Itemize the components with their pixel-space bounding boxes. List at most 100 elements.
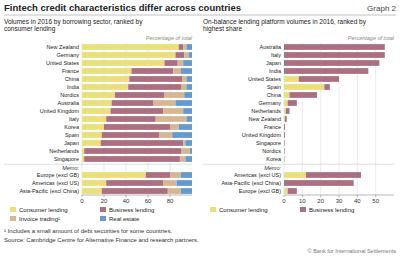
category-label: New Zealand — [249, 116, 281, 122]
x-axis — [82, 195, 192, 196]
bar — [82, 68, 132, 74]
copyright: © Bank for International Settlements — [308, 248, 397, 254]
source: Source: Cambridge Centre for Alternative… — [4, 237, 199, 243]
category-label: New Zealand — [47, 44, 79, 50]
bar — [82, 132, 102, 138]
category-label: Americas (excl US) — [234, 172, 281, 178]
category-label: Japan — [64, 140, 79, 146]
category-label: Asia-Pacific (excl China) — [221, 180, 281, 186]
x-tick-label: 40 — [123, 198, 130, 204]
bar — [178, 60, 184, 66]
category-label: Nordics — [60, 92, 79, 98]
legend-swatch — [100, 216, 106, 221]
x-tick — [375, 195, 376, 197]
category-label: Americas (excl US) — [32, 180, 79, 186]
bar — [183, 44, 186, 50]
bar — [111, 108, 164, 114]
bar — [183, 140, 185, 146]
memo-label: Memo: — [62, 165, 79, 171]
bar — [184, 52, 188, 58]
x-tick — [339, 195, 340, 197]
bar — [179, 124, 192, 130]
bar — [189, 52, 192, 58]
bar — [82, 84, 128, 90]
category-label: United States — [248, 76, 281, 82]
category-label: Singapore — [256, 140, 281, 146]
bar — [82, 52, 176, 58]
bar — [184, 92, 192, 98]
bar — [82, 172, 146, 178]
bar — [286, 108, 290, 114]
category-label: Korea — [266, 156, 282, 162]
category-label: Netherlands — [251, 108, 281, 114]
x-tick — [104, 195, 105, 197]
bar — [284, 60, 379, 66]
bar — [177, 180, 192, 186]
bar — [82, 148, 84, 154]
bar — [284, 188, 288, 194]
bar — [165, 92, 185, 98]
bar — [163, 108, 183, 114]
bar — [284, 140, 285, 146]
x-tick-label: 80 — [167, 198, 174, 204]
bar — [183, 60, 192, 66]
category-label: United States — [46, 60, 79, 66]
bar — [284, 132, 285, 138]
memo-label: Memo: — [264, 165, 281, 171]
bar — [82, 116, 106, 122]
bar — [168, 188, 181, 194]
bar — [180, 156, 186, 162]
bar — [284, 132, 285, 138]
bar — [181, 172, 192, 178]
subtitle: highest share — [203, 25, 242, 33]
category-label: United Kingdom — [242, 132, 282, 138]
bars — [82, 44, 192, 194]
bar — [284, 156, 285, 162]
bar — [187, 76, 193, 82]
category-label: Europe (excl GB) — [239, 188, 281, 194]
legend-label: Consumer lending — [219, 207, 268, 213]
bar — [173, 68, 181, 74]
legend-swatch — [10, 216, 16, 221]
bar — [82, 100, 112, 106]
bar — [165, 60, 178, 66]
panel: On-balance lending platform volumes in 2… — [203, 18, 395, 213]
category-label: Germany — [258, 100, 281, 106]
bar — [132, 68, 174, 74]
bar — [181, 188, 192, 194]
bar — [104, 124, 170, 130]
bar — [284, 92, 290, 98]
bar — [284, 148, 285, 154]
memo-separator — [203, 164, 394, 165]
category-label: Europe (excl GB) — [37, 172, 79, 178]
bar — [187, 116, 193, 122]
bar — [112, 100, 154, 106]
bar — [285, 116, 287, 122]
bar — [154, 100, 176, 106]
x-tick-label: 40 — [354, 198, 361, 204]
x-tick — [148, 195, 149, 197]
chart: Fintech credit characteristics differ ac… — [0, 0, 400, 259]
category-label: Netherlands — [49, 148, 79, 154]
category-label: India — [67, 84, 80, 90]
bar — [176, 52, 185, 58]
legend-label: Real estate — [109, 216, 140, 222]
memo-separator — [4, 164, 192, 165]
bar — [170, 172, 181, 178]
x-tick — [320, 195, 321, 197]
bar — [128, 84, 181, 90]
legend-label: Business lending — [309, 207, 354, 213]
bar — [163, 180, 176, 186]
panel: Volumes in 2016 by borrowing sector, ran… — [4, 18, 193, 222]
bar — [172, 132, 192, 138]
unit-label: Percentage of total — [348, 35, 395, 41]
bar — [102, 132, 159, 138]
x-tick-label: 20 — [101, 198, 108, 204]
bar — [115, 92, 165, 98]
bar — [284, 76, 299, 82]
bar — [284, 140, 285, 146]
footnote: ¹ Includes a small amount of debt securi… — [4, 228, 172, 234]
bar — [324, 84, 330, 90]
bar — [284, 44, 385, 50]
category-label: Singapore — [54, 156, 79, 162]
